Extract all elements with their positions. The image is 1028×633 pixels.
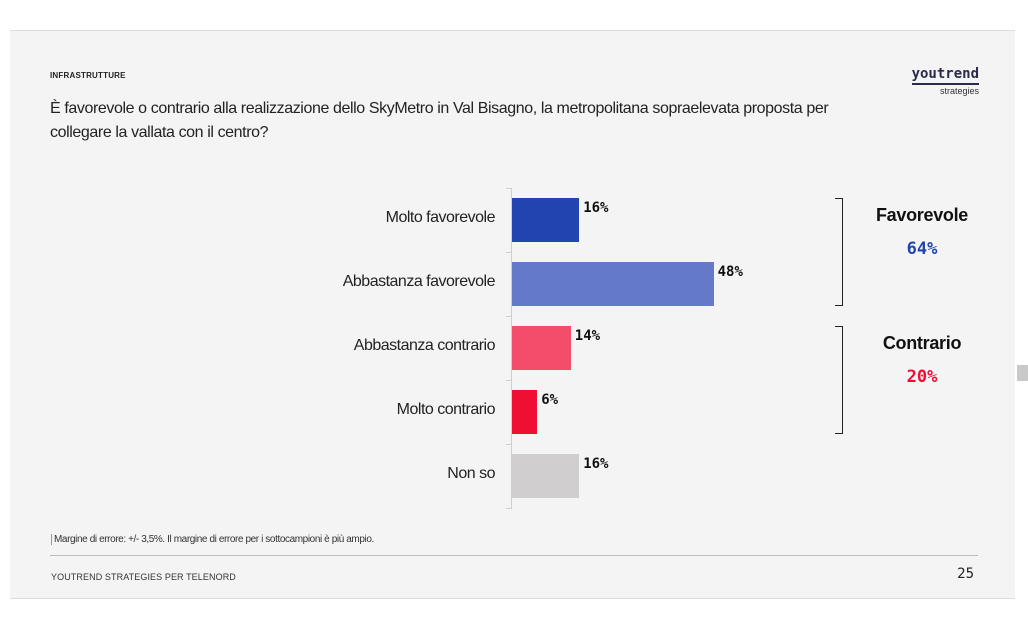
group-bracket bbox=[835, 326, 843, 434]
group-label: Favorevole bbox=[875, 205, 969, 225]
value-label: 48% bbox=[717, 264, 743, 280]
logo-wordmark: youtrend bbox=[911, 67, 979, 85]
bar bbox=[512, 454, 580, 498]
footer-text: YOUTREND STRATEGIES PER TELENORD bbox=[51, 572, 236, 582]
category-label: Molto contrario bbox=[396, 401, 496, 418]
axis-tick bbox=[506, 316, 512, 317]
axis-tick bbox=[506, 508, 512, 509]
value-label: 14% bbox=[574, 328, 601, 344]
category-label: Molto favorevole bbox=[385, 209, 496, 226]
page-number: 25 bbox=[957, 566, 974, 582]
logo-subtitle: strategies bbox=[939, 86, 979, 96]
group-label: Contrario bbox=[882, 333, 962, 353]
footnote: Margine di errore: +/- 3,5%. Il margine … bbox=[51, 534, 374, 545]
axis-tick bbox=[506, 380, 512, 381]
question-title: È favorevole o contrario alla realizzazi… bbox=[50, 100, 829, 141]
bar bbox=[512, 326, 571, 370]
category-axis bbox=[511, 188, 512, 508]
bar bbox=[512, 390, 538, 434]
value-label: 16% bbox=[583, 200, 609, 216]
bar bbox=[512, 198, 580, 242]
slide: INFRASTRUTTURE È favorevole o contrario … bbox=[10, 30, 1015, 599]
scrollbar-thumb[interactable] bbox=[1017, 365, 1028, 381]
footer-divider bbox=[50, 555, 978, 556]
youtrend-logo: youtrend strategies bbox=[911, 67, 979, 96]
category-label: Abbastanza contrario bbox=[353, 337, 496, 354]
axis-tick bbox=[506, 252, 512, 253]
axis-tick bbox=[506, 188, 512, 189]
bar bbox=[512, 262, 714, 306]
section-label: INFRASTRUTTURE bbox=[50, 71, 126, 80]
axis-tick bbox=[506, 444, 512, 445]
category-label: Abbastanza favorevole bbox=[342, 273, 496, 290]
group-value: 20% bbox=[906, 367, 938, 387]
group-bracket bbox=[835, 198, 843, 306]
value-label: 6% bbox=[541, 392, 559, 408]
group-value: 64% bbox=[906, 239, 938, 259]
value-label: 16% bbox=[583, 456, 609, 472]
category-label: Non so bbox=[447, 465, 495, 482]
